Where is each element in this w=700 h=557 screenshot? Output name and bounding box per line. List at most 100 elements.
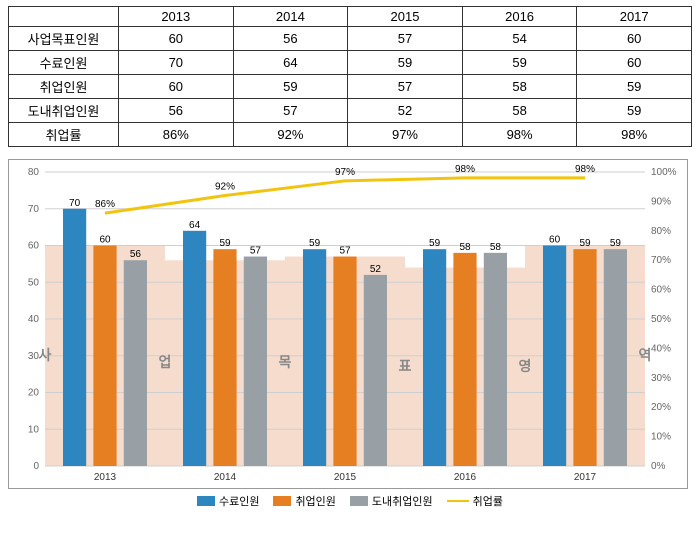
y-right-tick: 50% xyxy=(651,314,671,325)
row-label: 수료인원 xyxy=(9,51,119,75)
legend-label: 취업률 xyxy=(473,493,503,509)
bar-label: 59 xyxy=(309,238,321,249)
bar-도내취업인원 xyxy=(364,275,387,466)
target-syllable: 목 xyxy=(279,354,292,370)
target-syllable: 표 xyxy=(399,358,412,374)
pct-line xyxy=(105,178,585,213)
bar-도내취업인원 xyxy=(244,257,267,466)
bar-label: 60 xyxy=(549,235,561,246)
x-tick: 2017 xyxy=(574,472,597,483)
table-cell: 98% xyxy=(462,123,577,147)
y-right-tick: 80% xyxy=(651,226,671,237)
table-row: 취업인원6059575859 xyxy=(9,75,692,99)
legend-swatch xyxy=(273,496,291,506)
bar-수료인원 xyxy=(183,231,206,466)
legend-item: 취업인원 xyxy=(273,493,335,509)
y-left-tick: 40 xyxy=(28,314,40,325)
pct-label: 98% xyxy=(455,164,475,175)
bar-label: 59 xyxy=(429,238,441,249)
chart-legend: 수료인원취업인원도내취업인원취업률 xyxy=(8,489,692,509)
bar-label: 58 xyxy=(490,242,502,253)
y-left-tick: 60 xyxy=(28,241,40,252)
table-cell: 70 xyxy=(119,51,234,75)
table-cell: 57 xyxy=(348,27,463,51)
y-right-tick: 10% xyxy=(651,432,671,443)
header-year: 2013 xyxy=(119,7,234,27)
y-right-tick: 60% xyxy=(651,285,671,296)
y-right-tick: 90% xyxy=(651,196,671,207)
legend-label: 도내취업인원 xyxy=(372,493,433,509)
row-label: 사업목표인원 xyxy=(9,27,119,51)
x-tick: 2016 xyxy=(454,472,477,483)
table-cell: 54 xyxy=(462,27,577,51)
bar-label: 59 xyxy=(219,238,231,249)
table-cell: 60 xyxy=(119,27,234,51)
pct-label: 97% xyxy=(335,167,355,178)
bar-취업인원 xyxy=(573,249,596,466)
table-cell: 59 xyxy=(462,51,577,75)
table-cell: 60 xyxy=(577,51,692,75)
table-cell: 52 xyxy=(348,99,463,123)
row-label: 도내취업인원 xyxy=(9,99,119,123)
table-cell: 64 xyxy=(233,51,348,75)
legend-swatch xyxy=(197,496,215,506)
bar-label: 70 xyxy=(69,198,81,209)
table-cell: 58 xyxy=(462,99,577,123)
bar-취업인원 xyxy=(333,257,356,466)
table-cell: 59 xyxy=(577,75,692,99)
target-syllable: 사 xyxy=(39,347,52,363)
y-right-tick: 40% xyxy=(651,343,671,354)
bar-도내취업인원 xyxy=(484,253,507,466)
y-left-tick: 50 xyxy=(28,277,40,288)
y-right-tick: 20% xyxy=(651,402,671,413)
target-syllable: 역 xyxy=(639,347,652,363)
bar-label: 57 xyxy=(250,246,262,257)
x-tick: 2013 xyxy=(94,472,117,483)
x-tick: 2014 xyxy=(214,472,237,483)
y-left-tick: 10 xyxy=(28,424,40,435)
table-header-row: 2013 2014 2015 2016 2017 xyxy=(9,7,692,27)
bar-label: 58 xyxy=(459,242,471,253)
header-year: 2015 xyxy=(348,7,463,27)
table-cell: 56 xyxy=(119,99,234,123)
y-left-tick: 70 xyxy=(28,204,40,215)
data-table: 2013 2014 2015 2016 2017 사업목표인원605657546… xyxy=(8,6,692,147)
table-cell: 57 xyxy=(233,99,348,123)
table-cell: 57 xyxy=(348,75,463,99)
table-cell: 59 xyxy=(577,99,692,123)
target-syllable: 영 xyxy=(519,358,532,374)
table-cell: 92% xyxy=(233,123,348,147)
bar-label: 59 xyxy=(610,238,622,249)
y-left-tick: 20 xyxy=(28,388,40,399)
bar-취업인원 xyxy=(453,253,476,466)
pct-label: 92% xyxy=(215,182,235,193)
header-year: 2017 xyxy=(577,7,692,27)
table-row: 사업목표인원6056575460 xyxy=(9,27,692,51)
row-label: 취업인원 xyxy=(9,75,119,99)
table-cell: 60 xyxy=(119,75,234,99)
bar-label: 59 xyxy=(579,238,591,249)
table-cell: 60 xyxy=(577,27,692,51)
data-table-wrap: 2013 2014 2015 2016 2017 사업목표인원605657546… xyxy=(0,0,700,153)
row-label: 취업률 xyxy=(9,123,119,147)
bar-label: 52 xyxy=(370,264,382,275)
target-syllable: 업 xyxy=(159,354,172,370)
bar-취업인원 xyxy=(213,249,236,466)
legend-item: 취업률 xyxy=(447,493,503,509)
table-row: 도내취업인원5657525859 xyxy=(9,99,692,123)
y-right-tick: 0% xyxy=(651,461,666,472)
bar-취업인원 xyxy=(93,246,116,467)
bar-도내취업인원 xyxy=(124,260,147,466)
bar-수료인원 xyxy=(543,246,566,467)
table-cell: 59 xyxy=(348,51,463,75)
y-left-tick: 80 xyxy=(28,167,40,178)
chart-svg: 010203040506070800%10%20%30%40%50%60%70%… xyxy=(9,160,688,489)
header-blank xyxy=(9,7,119,27)
y-left-tick: 0 xyxy=(33,461,39,472)
y-right-tick: 30% xyxy=(651,373,671,384)
table-cell: 59 xyxy=(233,75,348,99)
x-tick: 2015 xyxy=(334,472,357,483)
bar-도내취업인원 xyxy=(604,249,627,466)
header-year: 2014 xyxy=(233,7,348,27)
pct-label: 86% xyxy=(95,199,115,210)
